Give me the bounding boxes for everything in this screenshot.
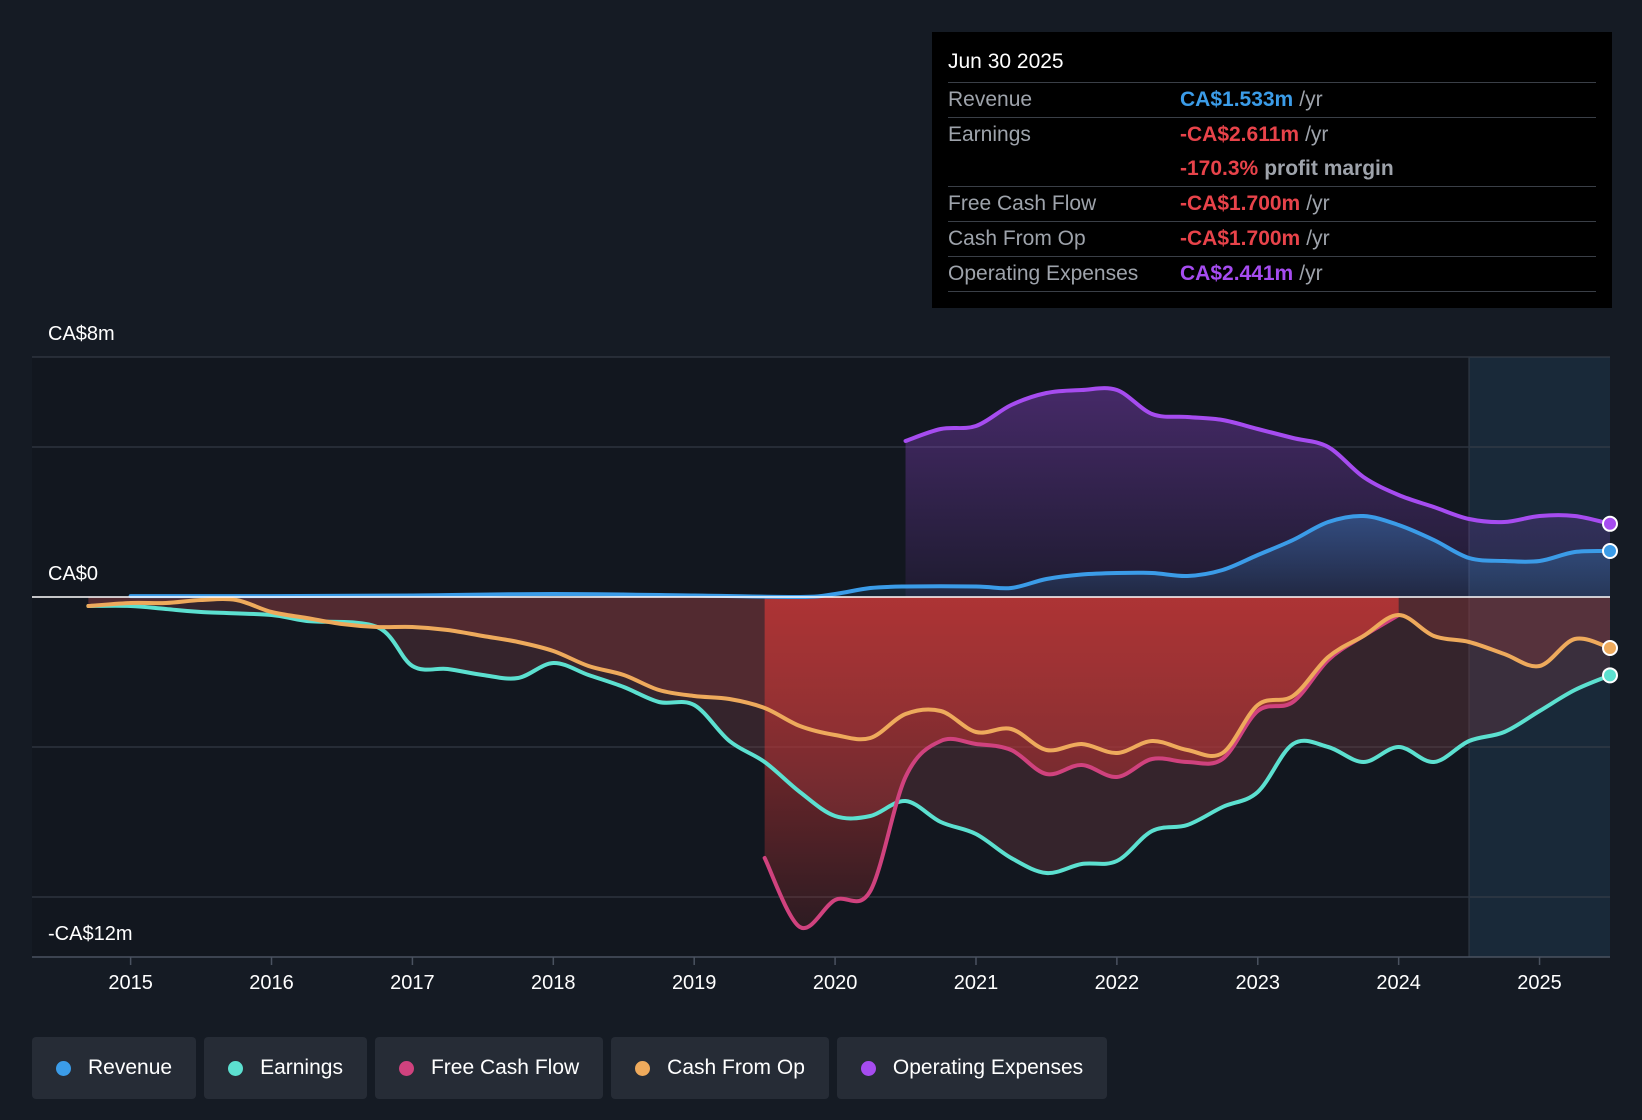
tooltip-row-cash-from-op: Cash From Op -CA$1.700m /yr <box>948 222 1596 257</box>
tooltip-row-earnings: Earnings -CA$2.611m /yr <box>948 118 1596 152</box>
tooltip-label: Cash From Op <box>948 227 1086 250</box>
tooltip-unit: /yr <box>1306 192 1330 215</box>
series-endpoints <box>1602 515 1618 684</box>
cash-from-op-area <box>88 597 1610 757</box>
legend-dot-icon <box>228 1060 244 1076</box>
tooltip-unit: /yr <box>1299 262 1323 285</box>
revenue-endpoint <box>1602 543 1618 560</box>
tooltip-row-revenue: Revenue CA$1.533m /yr <box>948 83 1596 118</box>
legend-item-operating-expenses[interactable]: Operating Expenses <box>836 1037 1108 1099</box>
series-lines <box>86 386 1610 931</box>
x-tick-label: 2021 <box>954 972 999 994</box>
x-tick-label: 2017 <box>390 972 435 994</box>
forecast-region <box>1469 357 1610 957</box>
earnings-endpoint <box>1602 667 1618 684</box>
x-tick-label: 2015 <box>108 972 153 994</box>
x-tick-label: 2016 <box>249 972 294 994</box>
legend-label: Revenue <box>88 1056 173 1079</box>
x-tick-label: 2020 <box>813 972 858 994</box>
tooltip-value: -170.3% <box>1180 157 1259 180</box>
legend-label: Free Cash Flow <box>430 1056 580 1079</box>
tooltip-label: Free Cash Flow <box>948 192 1097 215</box>
x-tick-label: 2025 <box>1517 972 1562 994</box>
tooltip-value: -CA$1.700m <box>1180 192 1301 215</box>
tooltip-unit: /yr <box>1305 123 1329 146</box>
cash-from-op-endpoint <box>1602 640 1618 656</box>
legend-dot-icon <box>56 1060 71 1076</box>
legend-label: Operating Expenses <box>892 1056 1084 1079</box>
legend-item-earnings[interactable]: Earnings <box>204 1037 367 1099</box>
tooltip-date: Jun 30 2025 <box>948 46 1596 83</box>
revenue-line <box>128 513 1610 600</box>
y-label-top: CA$8m <box>48 323 115 345</box>
earnings-line <box>86 603 1610 876</box>
operating-expenses-line <box>903 386 1610 526</box>
free-cash-flow-line <box>762 613 1401 931</box>
legend-label: Earnings <box>260 1056 343 1079</box>
legend-item-revenue[interactable]: Revenue <box>32 1037 197 1099</box>
tooltip-value: CA$1.533m <box>1180 88 1294 111</box>
tooltip-row-profit-margin: -170.3% profit margin <box>948 152 1596 187</box>
x-tick-label: 2018 <box>531 972 576 994</box>
legend-dot-icon <box>860 1060 876 1076</box>
legend: Revenue Earnings Free Cash Flow Cash Fro… <box>32 1037 1108 1099</box>
tooltip-unit: /yr <box>1306 227 1330 250</box>
tooltip-panel: Jun 30 2025 Revenue CA$1.533m /yr Earnin… <box>932 32 1612 308</box>
free-cash-flow-area <box>764 597 1399 929</box>
y-label-bottom: -CA$12m <box>48 923 132 945</box>
tooltip-row-free-cash-flow: Free Cash Flow -CA$1.700m /yr <box>948 187 1596 222</box>
legend-label: Cash From Op <box>667 1056 805 1079</box>
legend-item-free-cash-flow[interactable]: Free Cash Flow <box>374 1037 604 1099</box>
legend-dot-icon <box>398 1060 414 1076</box>
legend-item-cash-from-op[interactable]: Cash From Op <box>611 1037 829 1099</box>
x-tick-label: 2022 <box>1095 972 1140 994</box>
x-axis-ticks: 2015 2016 2017 2018 2019 2020 2021 2022 2023 2024… <box>108 957 1562 994</box>
tooltip-value: -CA$2.611m <box>1180 123 1300 146</box>
tooltip-label: Revenue <box>948 88 1033 111</box>
cash-from-op-line <box>86 596 1610 758</box>
tooltip-row-operating-expenses: Operating Expenses CA$2.441m /yr <box>948 257 1596 292</box>
tooltip-unit: /yr <box>1299 88 1323 111</box>
tooltip-unit: profit margin <box>1264 157 1394 180</box>
revenue-area <box>130 515 1610 598</box>
y-label-zero: CA$0 <box>48 563 98 585</box>
tooltip-value: CA$2.441m <box>1180 262 1294 285</box>
x-tick-label: 2023 <box>1236 972 1281 994</box>
tooltip-value: -CA$1.700m <box>1180 227 1301 250</box>
legend-dot-icon <box>635 1060 651 1076</box>
x-tick-label: 2024 <box>1376 972 1421 994</box>
tooltip-label: Earnings <box>948 123 1031 146</box>
x-tick-label: 2019 <box>672 972 717 994</box>
operating-expenses-endpoint <box>1602 515 1618 532</box>
tooltip-label: Operating Expenses <box>948 262 1139 285</box>
